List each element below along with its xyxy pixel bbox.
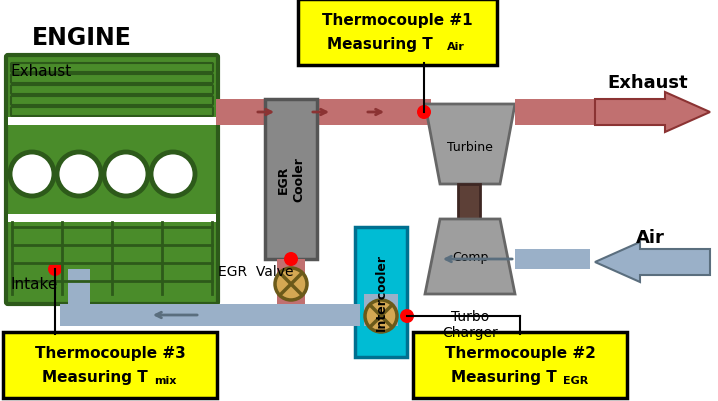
Polygon shape (425, 219, 515, 294)
Circle shape (284, 252, 298, 266)
Text: EGR  Valve: EGR Valve (218, 264, 294, 278)
Polygon shape (425, 105, 515, 184)
FancyBboxPatch shape (11, 97, 213, 106)
FancyBboxPatch shape (265, 100, 317, 259)
Text: Comp: Comp (452, 251, 488, 264)
Circle shape (151, 153, 195, 196)
Circle shape (10, 153, 54, 196)
Text: EGR: EGR (563, 375, 588, 385)
FancyBboxPatch shape (6, 56, 218, 304)
Text: Air: Air (447, 42, 465, 52)
Circle shape (275, 268, 307, 300)
Circle shape (48, 262, 62, 276)
Text: mix: mix (154, 375, 177, 385)
FancyBboxPatch shape (515, 100, 595, 126)
Text: Exhaust: Exhaust (607, 74, 689, 92)
Text: Thermocouple #1: Thermocouple #1 (322, 12, 472, 27)
Text: Intercooler: Intercooler (375, 254, 388, 331)
Text: ENGINE: ENGINE (32, 26, 132, 50)
FancyBboxPatch shape (298, 0, 497, 66)
Text: Thermocouple #3: Thermocouple #3 (34, 346, 185, 360)
FancyBboxPatch shape (413, 332, 627, 398)
FancyBboxPatch shape (11, 108, 213, 117)
Circle shape (400, 309, 414, 323)
FancyBboxPatch shape (8, 118, 216, 126)
FancyBboxPatch shape (11, 75, 213, 84)
FancyBboxPatch shape (11, 64, 213, 73)
Text: Measuring T: Measuring T (327, 36, 433, 51)
FancyBboxPatch shape (3, 332, 217, 398)
FancyBboxPatch shape (515, 249, 590, 269)
FancyBboxPatch shape (277, 259, 305, 314)
Circle shape (57, 153, 101, 196)
Polygon shape (595, 93, 710, 133)
FancyBboxPatch shape (458, 184, 480, 219)
Circle shape (365, 300, 397, 332)
Circle shape (104, 153, 148, 196)
FancyBboxPatch shape (364, 294, 398, 326)
Text: EGR
Cooler: EGR Cooler (277, 157, 305, 202)
Circle shape (417, 106, 431, 120)
Text: Intake: Intake (10, 277, 57, 292)
Text: Measuring T: Measuring T (42, 370, 148, 385)
FancyBboxPatch shape (355, 227, 407, 357)
Text: Exhaust: Exhaust (10, 64, 71, 79)
FancyBboxPatch shape (11, 86, 213, 95)
Polygon shape (595, 242, 710, 282)
Text: Turbo
Charger: Turbo Charger (442, 309, 498, 339)
FancyBboxPatch shape (8, 215, 216, 223)
FancyBboxPatch shape (68, 269, 90, 326)
FancyBboxPatch shape (60, 304, 360, 326)
Text: Turbine: Turbine (447, 141, 493, 154)
Text: Thermocouple #2: Thermocouple #2 (444, 346, 595, 360)
Text: Air: Air (635, 229, 664, 246)
FancyBboxPatch shape (216, 100, 431, 126)
Text: Measuring T: Measuring T (451, 370, 557, 385)
